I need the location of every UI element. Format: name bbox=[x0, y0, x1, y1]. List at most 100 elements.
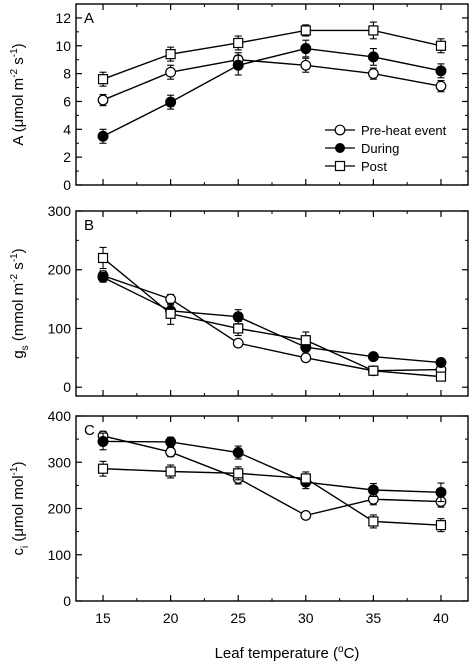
data-point bbox=[300, 59, 312, 71]
y-axis-title-unit: (mmol m bbox=[10, 283, 27, 346]
data-point bbox=[97, 130, 109, 142]
y-tick-label: 10 bbox=[55, 38, 71, 54]
legend-label: Post bbox=[361, 159, 387, 174]
x-axis-title-close: C) bbox=[344, 645, 360, 662]
legend-marker bbox=[334, 160, 346, 172]
x-tick-label: 25 bbox=[230, 610, 246, 626]
data-point bbox=[233, 37, 244, 49]
y-axis-title: ci (μmol mol-1) bbox=[9, 462, 31, 556]
y-tick-label: 100 bbox=[48, 547, 72, 563]
y-axis-title-unit: (μmol mol bbox=[10, 475, 27, 545]
data-point bbox=[165, 293, 177, 305]
data-point bbox=[232, 59, 244, 71]
data-point bbox=[97, 252, 109, 264]
data-point bbox=[97, 463, 109, 474]
data-point bbox=[232, 447, 244, 459]
y-axis-title-exponent: -1 bbox=[9, 466, 20, 475]
panel-letter: C bbox=[84, 422, 95, 439]
data-point bbox=[300, 352, 312, 364]
data-point bbox=[435, 80, 447, 92]
y-axis-title-unit: μmol m bbox=[10, 78, 27, 127]
y-axis-title-close: ) bbox=[10, 248, 27, 253]
x-tick-label: 35 bbox=[366, 610, 382, 626]
series-line bbox=[103, 468, 442, 526]
data-point bbox=[367, 351, 379, 363]
y-tick-label: 200 bbox=[48, 501, 72, 517]
series-line bbox=[102, 29, 442, 80]
data-point bbox=[165, 308, 176, 319]
series-line bbox=[102, 257, 442, 378]
y-tick-label: 0 bbox=[63, 177, 71, 193]
series-post bbox=[97, 21, 447, 87]
y-tick-label: 6 bbox=[63, 93, 71, 109]
series-pre-heat-event bbox=[97, 52, 447, 107]
y-axis-title-main: g bbox=[10, 350, 27, 358]
data-point bbox=[97, 74, 109, 85]
y-axis-title-close: ) bbox=[10, 462, 27, 467]
legend-label: Pre-heat event bbox=[361, 123, 447, 138]
y-axis-title-main: c bbox=[10, 547, 27, 555]
y-tick-label: 4 bbox=[63, 121, 71, 137]
data-point bbox=[367, 484, 379, 496]
data-point bbox=[300, 473, 311, 484]
data-point bbox=[435, 40, 447, 51]
y-tick-label: 8 bbox=[63, 66, 71, 82]
data-point bbox=[232, 311, 244, 323]
x-tick-label: 30 bbox=[298, 610, 314, 626]
y-axis-title-exponent-2: -1 bbox=[9, 48, 20, 57]
series-post bbox=[97, 460, 447, 533]
data-point bbox=[97, 435, 109, 447]
y-tick-label: 100 bbox=[48, 320, 72, 336]
data-point bbox=[165, 446, 177, 458]
panel-letter: A bbox=[84, 10, 94, 27]
y-axis-title-unit-2: s bbox=[10, 57, 27, 69]
data-point bbox=[233, 468, 244, 479]
y-tick-label: 0 bbox=[63, 379, 71, 395]
data-point bbox=[165, 66, 177, 78]
data-point bbox=[368, 25, 379, 36]
y-axis-title-subscript: s bbox=[20, 345, 31, 350]
data-point bbox=[97, 271, 109, 283]
x-axis-title-degree: o bbox=[338, 644, 344, 655]
y-axis-title: A (μmol m-2 s-1) bbox=[9, 43, 27, 145]
data-point bbox=[97, 94, 109, 106]
data-point bbox=[435, 65, 447, 77]
y-tick-label: 300 bbox=[48, 203, 72, 219]
series-line bbox=[103, 440, 441, 494]
series-pre-heat-event bbox=[97, 270, 447, 377]
data-point bbox=[300, 43, 312, 55]
x-axis-title-text: Leaf temperature ( bbox=[215, 645, 338, 662]
data-point bbox=[300, 335, 311, 346]
legend-marker bbox=[335, 143, 345, 153]
data-point bbox=[300, 510, 312, 521]
y-axis-title-close: ) bbox=[10, 43, 27, 48]
plot-frame bbox=[75, 210, 469, 397]
y-tick-label: 300 bbox=[48, 454, 72, 470]
series-line bbox=[102, 58, 442, 101]
x-tick-label: 15 bbox=[95, 610, 111, 626]
data-point bbox=[435, 486, 447, 498]
data-point bbox=[165, 466, 176, 477]
data-point bbox=[368, 365, 379, 376]
legend-marker bbox=[334, 124, 346, 136]
y-tick-label: 2 bbox=[63, 149, 71, 165]
series-line bbox=[102, 274, 441, 372]
y-tick-label: 200 bbox=[48, 262, 72, 278]
data-point bbox=[165, 96, 177, 108]
y-axis-title-main: A ( bbox=[10, 127, 27, 145]
series-line bbox=[102, 276, 442, 364]
y-axis-title-subscript: i bbox=[20, 546, 31, 548]
y-axis-title-exponent: -2 bbox=[9, 68, 20, 77]
data-point bbox=[367, 51, 379, 63]
legend-entry: Post bbox=[325, 159, 387, 174]
series-line bbox=[102, 47, 442, 137]
y-tick-label: 12 bbox=[55, 10, 71, 26]
series-during bbox=[97, 39, 447, 144]
data-point bbox=[232, 337, 244, 349]
y-tick-label: 400 bbox=[48, 408, 72, 424]
series-during bbox=[97, 271, 447, 369]
data-point bbox=[233, 323, 244, 334]
